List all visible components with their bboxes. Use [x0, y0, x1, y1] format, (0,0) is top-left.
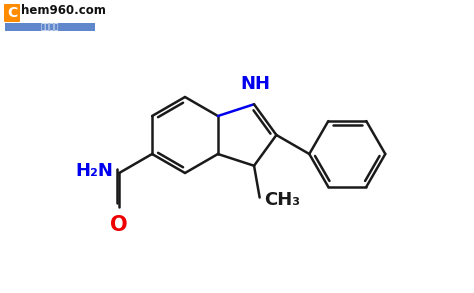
Text: hem960.com: hem960.com — [21, 4, 106, 16]
Text: O: O — [110, 215, 128, 235]
Text: 化化工网: 化化工网 — [41, 23, 59, 32]
FancyBboxPatch shape — [5, 23, 95, 31]
Text: CH₃: CH₃ — [264, 190, 300, 209]
Text: NH: NH — [240, 75, 270, 93]
Text: H₂N: H₂N — [75, 162, 113, 180]
Text: C: C — [7, 6, 17, 20]
FancyBboxPatch shape — [4, 4, 20, 22]
